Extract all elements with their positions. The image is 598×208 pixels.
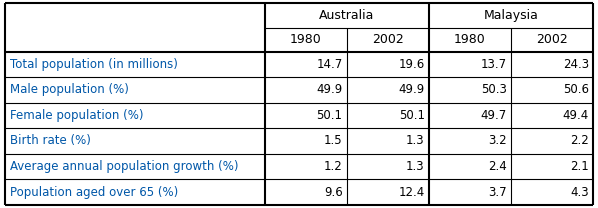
Text: 2.2: 2.2 [570,135,589,147]
Text: 50.6: 50.6 [563,83,589,96]
Text: Female population (%): Female population (%) [10,109,143,122]
Text: Male population (%): Male population (%) [10,83,129,96]
Text: Australia: Australia [319,9,374,22]
Text: 50.3: 50.3 [481,83,507,96]
Text: 50.1: 50.1 [316,109,343,122]
Text: 49.7: 49.7 [481,109,507,122]
Text: 49.9: 49.9 [316,83,343,96]
Text: 50.1: 50.1 [399,109,425,122]
Text: 1.5: 1.5 [324,135,343,147]
Text: 2.4: 2.4 [488,160,507,173]
Text: 3.2: 3.2 [488,135,507,147]
Text: 24.3: 24.3 [563,58,589,71]
Text: 1.2: 1.2 [324,160,343,173]
Text: 14.7: 14.7 [316,58,343,71]
Text: 3.7: 3.7 [488,186,507,199]
Text: 4.3: 4.3 [570,186,589,199]
Text: Total population (in millions): Total population (in millions) [10,58,178,71]
Text: Birth rate (%): Birth rate (%) [10,135,90,147]
Text: Malaysia: Malaysia [484,9,539,22]
Text: 1980: 1980 [454,33,486,46]
Text: Average annual population growth (%): Average annual population growth (%) [10,160,238,173]
Text: 2002: 2002 [372,33,404,46]
Text: 49.9: 49.9 [398,83,425,96]
Text: 1980: 1980 [290,33,322,46]
Text: Population aged over 65 (%): Population aged over 65 (%) [10,186,178,199]
Text: 1.3: 1.3 [406,135,425,147]
Text: 1.3: 1.3 [406,160,425,173]
Text: 13.7: 13.7 [481,58,507,71]
Text: 2.1: 2.1 [570,160,589,173]
Text: 49.4: 49.4 [563,109,589,122]
Text: 9.6: 9.6 [324,186,343,199]
Text: 2002: 2002 [536,33,568,46]
Text: 19.6: 19.6 [398,58,425,71]
Text: 12.4: 12.4 [398,186,425,199]
